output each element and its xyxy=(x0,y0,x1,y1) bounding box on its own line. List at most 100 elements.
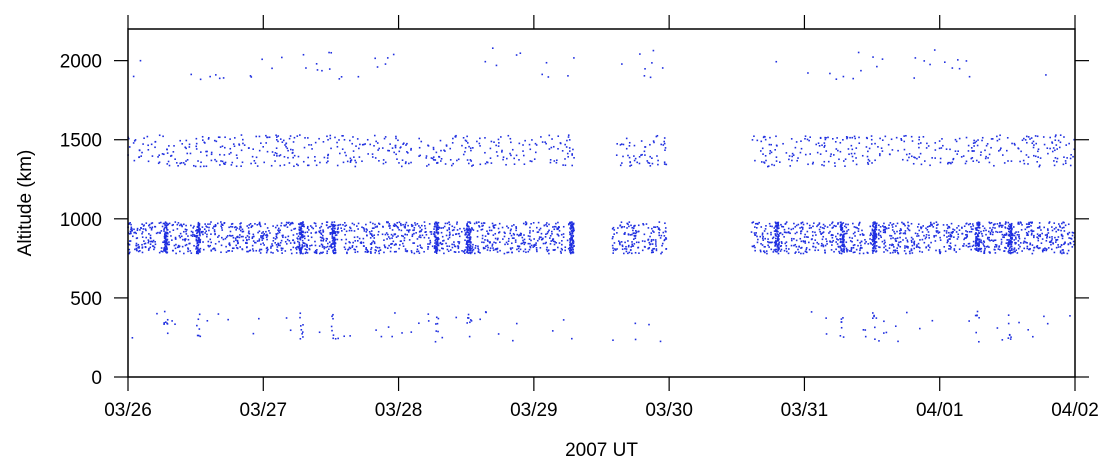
data-point xyxy=(238,236,241,239)
data-point xyxy=(413,227,416,229)
data-point xyxy=(168,145,170,147)
data-point xyxy=(279,229,281,232)
data-point xyxy=(373,144,375,147)
data-point xyxy=(1047,152,1049,155)
data-point xyxy=(401,332,403,334)
data-point xyxy=(254,223,256,225)
data-point xyxy=(803,236,806,238)
data-point xyxy=(435,151,438,154)
data-point xyxy=(551,233,553,235)
data-point xyxy=(511,148,514,151)
data-point xyxy=(957,236,960,238)
data-point xyxy=(325,246,327,249)
data-point xyxy=(1062,251,1065,254)
data-point xyxy=(629,234,632,236)
data-point xyxy=(875,240,877,243)
data-point xyxy=(302,252,304,255)
data-point xyxy=(1051,226,1053,228)
data-point xyxy=(166,247,168,250)
data-point xyxy=(663,235,666,237)
data-point xyxy=(851,155,854,158)
data-point xyxy=(292,234,295,236)
data-point xyxy=(904,245,906,247)
data-point xyxy=(373,242,376,245)
data-point xyxy=(223,162,225,165)
data-point xyxy=(634,232,637,235)
data-point xyxy=(571,154,573,156)
y-tick-label: 1000 xyxy=(60,210,102,231)
data-point xyxy=(436,161,439,164)
data-point xyxy=(1022,242,1025,244)
data-point xyxy=(794,146,797,149)
data-point xyxy=(285,221,288,224)
data-point xyxy=(790,239,793,242)
data-point xyxy=(613,233,615,235)
data-point xyxy=(665,248,667,250)
data-point xyxy=(228,226,230,229)
data-point xyxy=(367,250,370,253)
data-point xyxy=(298,226,301,228)
data-point xyxy=(910,248,913,250)
data-point xyxy=(1008,230,1010,233)
data-point xyxy=(894,251,896,253)
data-point xyxy=(662,144,665,146)
data-point xyxy=(201,226,204,228)
data-point xyxy=(199,335,202,338)
data-point xyxy=(918,146,920,149)
data-point xyxy=(1020,222,1022,224)
data-point xyxy=(129,240,132,242)
data-point xyxy=(130,232,132,235)
data-point xyxy=(1010,160,1013,162)
data-point xyxy=(221,160,224,163)
data-point xyxy=(913,247,916,250)
data-point xyxy=(873,249,875,252)
data-point xyxy=(942,144,944,147)
data-point xyxy=(365,223,367,226)
data-point xyxy=(436,236,438,239)
data-point xyxy=(769,136,771,139)
data-point xyxy=(638,162,641,165)
data-point xyxy=(1068,231,1071,234)
data-point xyxy=(1004,234,1007,236)
data-point xyxy=(1053,160,1055,162)
data-point xyxy=(393,223,396,225)
data-point xyxy=(197,225,200,227)
data-point xyxy=(127,137,130,140)
data-point xyxy=(462,251,465,253)
data-point xyxy=(453,241,455,243)
data-point xyxy=(138,245,140,248)
data-point xyxy=(873,221,876,224)
data-point xyxy=(289,135,292,137)
data-point xyxy=(831,233,833,236)
data-point xyxy=(619,224,622,227)
data-point xyxy=(198,224,201,227)
data-point xyxy=(236,247,239,250)
data-point xyxy=(147,148,150,151)
data-point xyxy=(199,247,202,250)
data-point xyxy=(808,139,810,142)
data-point xyxy=(660,234,663,237)
data-point xyxy=(798,251,800,254)
data-point xyxy=(627,252,629,255)
data-point xyxy=(242,235,244,238)
data-point xyxy=(361,143,364,146)
data-point xyxy=(928,225,931,228)
data-point xyxy=(179,139,182,142)
data-point xyxy=(290,252,293,255)
data-point xyxy=(164,233,166,236)
data-point xyxy=(759,150,762,152)
data-point xyxy=(183,230,185,233)
data-point xyxy=(818,222,821,224)
data-point xyxy=(299,316,301,319)
data-point xyxy=(290,148,292,151)
data-point xyxy=(413,232,415,235)
data-point xyxy=(1073,243,1075,246)
data-point xyxy=(468,241,471,243)
data-point xyxy=(950,235,953,238)
data-point xyxy=(290,229,293,232)
data-point xyxy=(894,232,896,235)
data-point xyxy=(398,247,400,250)
data-point xyxy=(902,232,905,235)
data-point xyxy=(1034,155,1037,158)
data-point xyxy=(1048,221,1051,223)
